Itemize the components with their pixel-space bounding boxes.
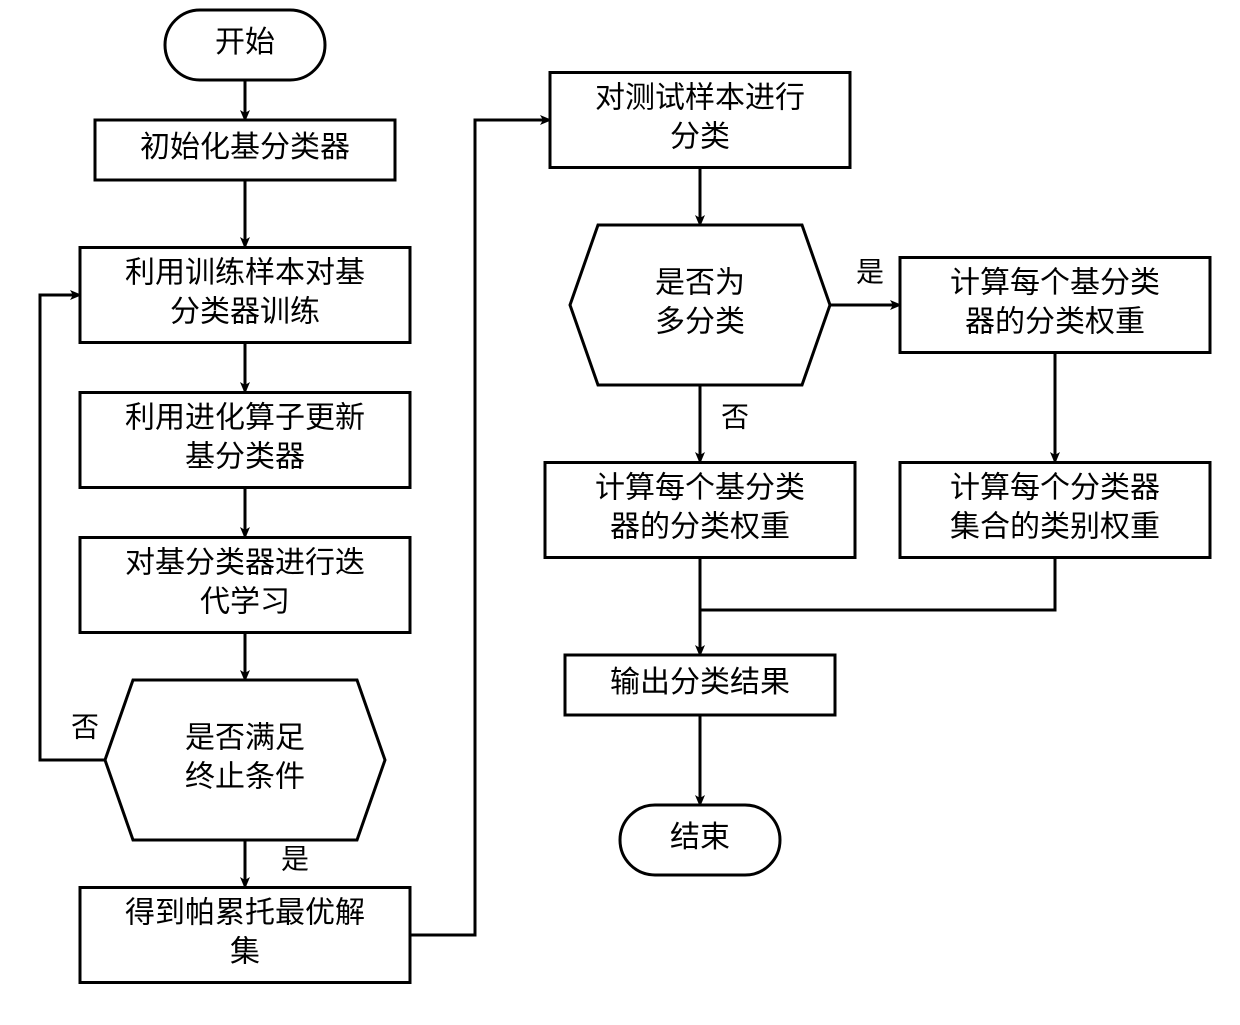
node-iterate: 对基分类器进行迭代学习 <box>80 538 410 633</box>
node-start: 开始 <box>165 10 325 80</box>
node-label: 计算每个基分类 <box>950 266 1160 299</box>
node-label: 初始化基分类器 <box>140 131 350 164</box>
edge <box>700 558 1055 610</box>
node-label: 输出分类结果 <box>610 666 790 699</box>
node-wclass: 计算每个分类器集合的类别权重 <box>900 463 1210 558</box>
node-label: 终止条件 <box>185 760 305 793</box>
node-label: 分类 <box>670 120 730 153</box>
node-classify: 对测试样本进行分类 <box>550 73 850 168</box>
node-label: 开始 <box>215 26 275 59</box>
node-label: 代学习 <box>200 585 290 618</box>
edge-label: 否 <box>71 712 99 743</box>
node-label: 器的分类权重 <box>610 510 790 543</box>
node-label: 计算每个基分类 <box>595 471 805 504</box>
node-label: 对基分类器进行迭 <box>125 546 365 579</box>
node-label: 是否为 <box>655 266 745 299</box>
node-label: 计算每个分类器 <box>950 471 1160 504</box>
node-label: 器的分类权重 <box>965 305 1145 338</box>
node-label: 对测试样本进行 <box>595 81 805 114</box>
node-label: 利用训练样本对基 <box>125 256 365 289</box>
node-label: 结束 <box>670 821 730 854</box>
flowchart: 是否是否开始初始化基分类器利用训练样本对基分类器训练利用进化算子更新基分类器对基… <box>0 0 1240 1025</box>
node-label: 得到帕累托最优解 <box>125 896 365 929</box>
node-cond1: 是否满足终止条件 <box>105 680 385 840</box>
node-label: 基分类器 <box>185 440 305 473</box>
node-label: 集合的类别权重 <box>950 510 1160 543</box>
node-output: 输出分类结果 <box>565 655 835 715</box>
node-pareto: 得到帕累托最优解集 <box>80 888 410 983</box>
edge <box>40 295 105 760</box>
edge-label: 是 <box>281 844 309 875</box>
node-wbase_yes: 计算每个基分类器的分类权重 <box>900 258 1210 353</box>
node-label: 利用进化算子更新 <box>125 401 365 434</box>
node-init: 初始化基分类器 <box>95 120 395 180</box>
edge-label: 是 <box>856 257 884 288</box>
node-label: 分类器训练 <box>170 295 320 328</box>
node-wbase_no: 计算每个基分类器的分类权重 <box>545 463 855 558</box>
node-label: 是否满足 <box>185 721 305 754</box>
node-label: 多分类 <box>655 305 745 338</box>
node-label: 集 <box>230 935 260 968</box>
edge <box>410 120 550 935</box>
node-evolve: 利用进化算子更新基分类器 <box>80 393 410 488</box>
node-train: 利用训练样本对基分类器训练 <box>80 248 410 343</box>
node-end: 结束 <box>620 805 780 875</box>
edge-label: 否 <box>721 402 749 433</box>
node-cond2: 是否为多分类 <box>570 225 830 385</box>
